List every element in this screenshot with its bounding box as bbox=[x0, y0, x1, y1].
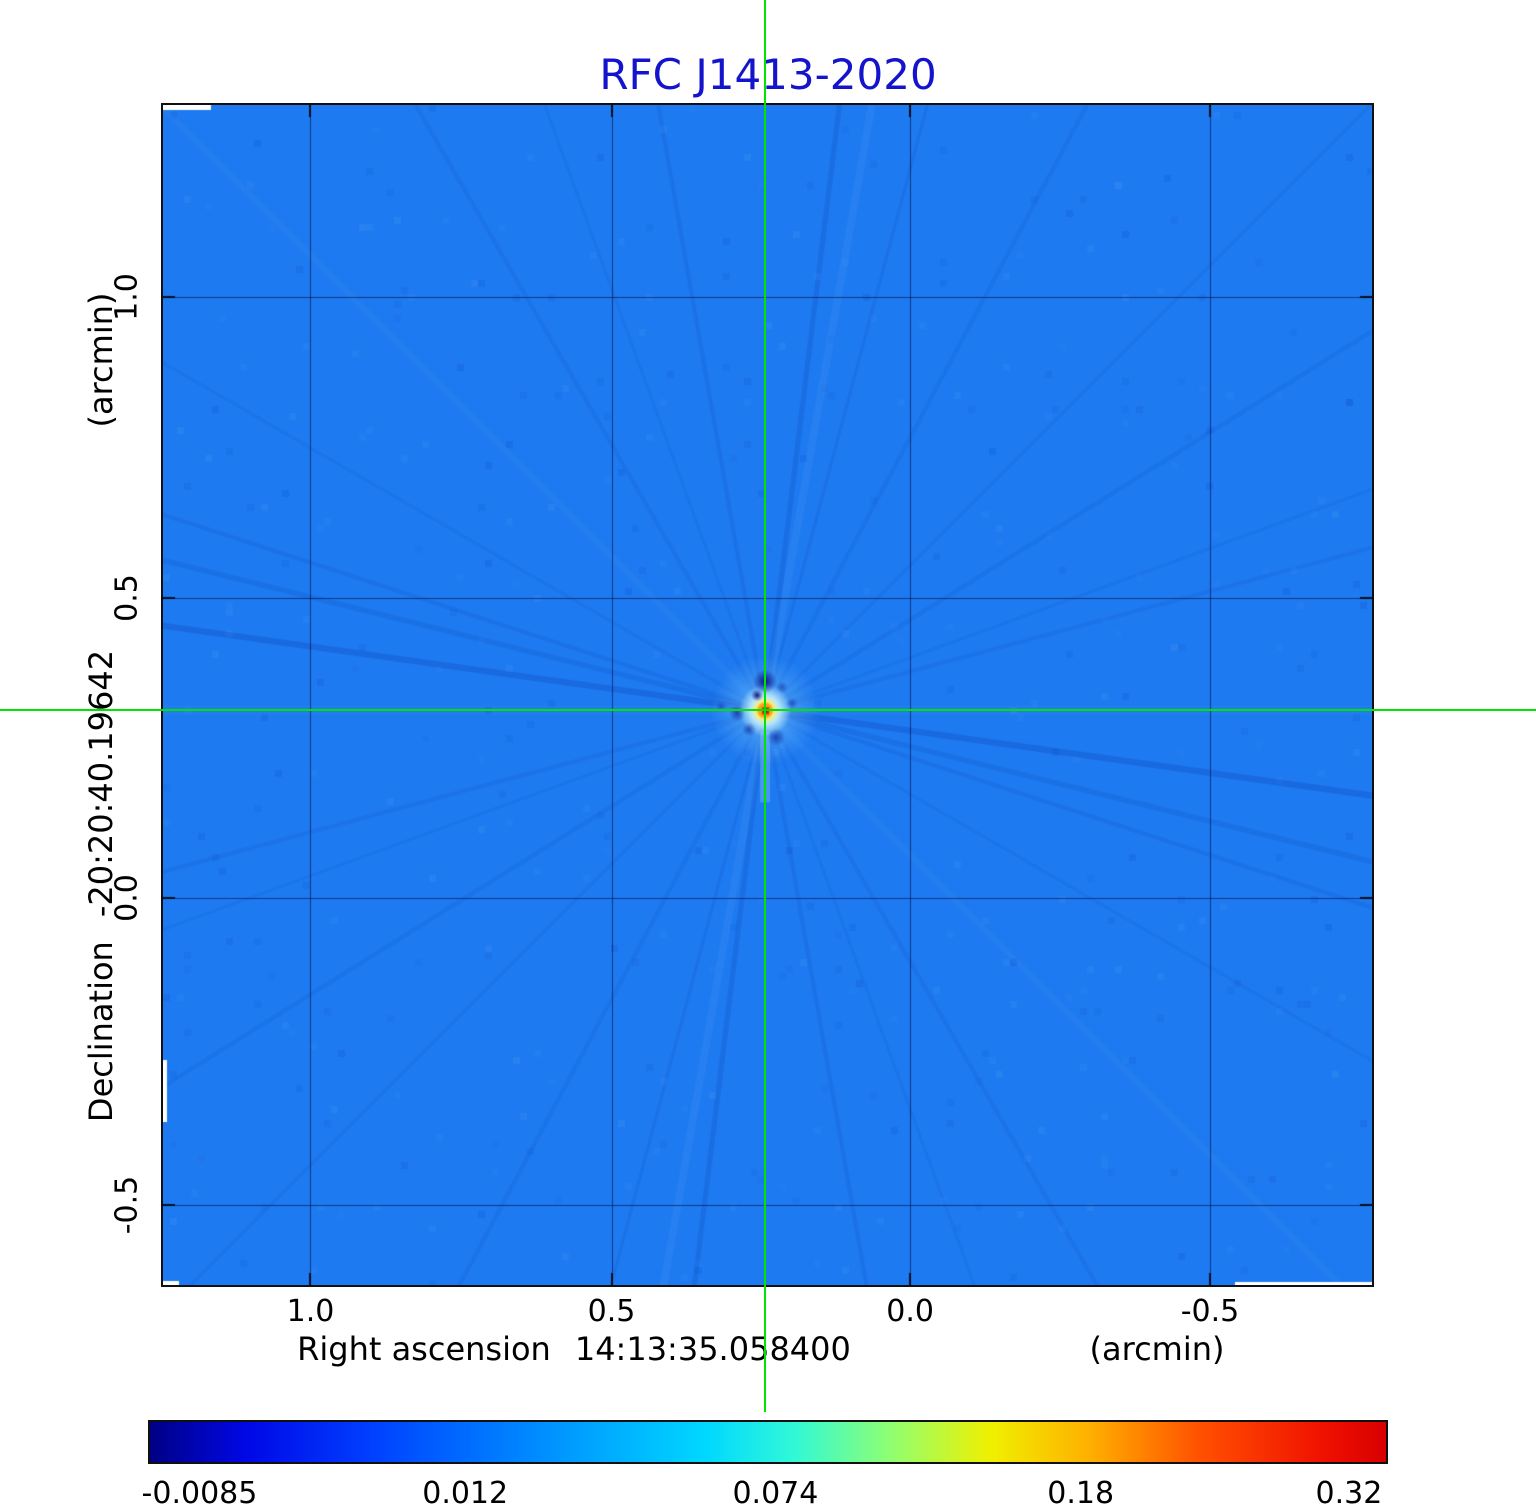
x-axis-unit: (arcmin) bbox=[1089, 1330, 1225, 1368]
plot-title: RFC J1413-2020 bbox=[599, 50, 937, 99]
x-tick-label: 0.0 bbox=[886, 1294, 935, 1329]
colorbar bbox=[148, 1420, 1388, 1464]
x-tick-label: 1.0 bbox=[286, 1294, 335, 1329]
y-tick-label: 0.5 bbox=[109, 574, 145, 623]
y-tick-label: 0.0 bbox=[109, 874, 145, 922]
x-tick-label: 0.5 bbox=[587, 1294, 636, 1329]
colorbar-tick-label: 0.32 bbox=[1315, 1476, 1383, 1511]
x-tick-label: -0.5 bbox=[1180, 1294, 1240, 1329]
x-axis-label: Right ascension 14:13:35.058400 bbox=[297, 1330, 851, 1368]
y-tick-label: -0.5 bbox=[109, 1175, 145, 1235]
colorbar-tick-label: -0.0085 bbox=[141, 1476, 258, 1511]
map-plot-area bbox=[161, 103, 1374, 1287]
colorbar-tick-label: 0.074 bbox=[732, 1476, 819, 1511]
radio-intensity-map bbox=[163, 105, 1372, 1285]
crosshair-vertical-line bbox=[764, 0, 766, 1412]
x-axis-coord-value: 14:13:35.058400 bbox=[574, 1330, 851, 1368]
y-tick-label: 1.0 bbox=[109, 273, 145, 322]
colorbar-tick-label: 0.012 bbox=[422, 1476, 509, 1511]
crosshair-horizontal-line bbox=[0, 709, 1536, 711]
colorbar-tick-label: 0.18 bbox=[1047, 1476, 1115, 1511]
y-axis-label-text: Declination bbox=[82, 941, 120, 1123]
x-axis-label-text: Right ascension bbox=[297, 1330, 551, 1368]
